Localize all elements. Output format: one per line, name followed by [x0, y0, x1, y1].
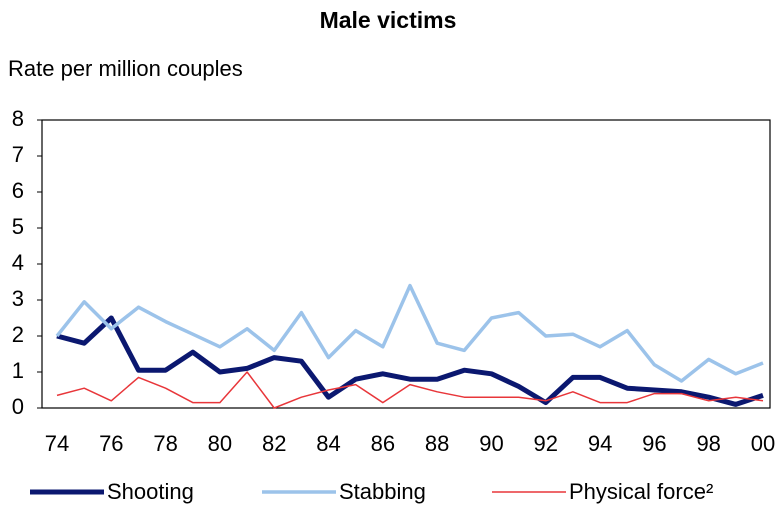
y-tick-label: 5	[12, 214, 24, 239]
x-tick-label: 92	[534, 431, 558, 456]
x-tick-label: 76	[99, 431, 123, 456]
y-tick-label: 7	[12, 142, 24, 167]
series-line	[56, 371, 764, 409]
legend-label: Shooting	[107, 479, 194, 504]
chart-subtitle: Rate per million couples	[8, 56, 243, 81]
series-line	[55, 283, 764, 383]
x-tick-label: 00	[751, 431, 775, 456]
x-tick-label: 94	[588, 431, 612, 456]
x-tick-label: 90	[479, 431, 503, 456]
series-line	[56, 315, 764, 407]
legend-label: Physical force²	[569, 479, 713, 504]
chart-title: Male victims	[320, 7, 457, 33]
x-tick-label: 96	[642, 431, 666, 456]
x-tick-label: 86	[371, 431, 395, 456]
y-tick-label: 2	[12, 322, 24, 347]
y-tick-label: 0	[12, 394, 24, 419]
x-tick-label: 84	[316, 431, 340, 456]
x-tick-label: 82	[262, 431, 286, 456]
y-tick-label: 4	[12, 250, 24, 275]
x-tick-label: 78	[153, 431, 177, 456]
y-tick-label: 6	[12, 178, 24, 203]
x-tick-label: 88	[425, 431, 449, 456]
x-tick-label: 80	[208, 431, 232, 456]
y-tick-label: 8	[12, 106, 24, 131]
x-tick-label: 98	[696, 431, 720, 456]
x-tick-label: 74	[45, 431, 69, 456]
y-tick-label: 3	[12, 286, 24, 311]
plot-frame	[41, 119, 771, 409]
legend-label: Stabbing	[339, 479, 426, 504]
y-tick-label: 1	[12, 358, 24, 383]
